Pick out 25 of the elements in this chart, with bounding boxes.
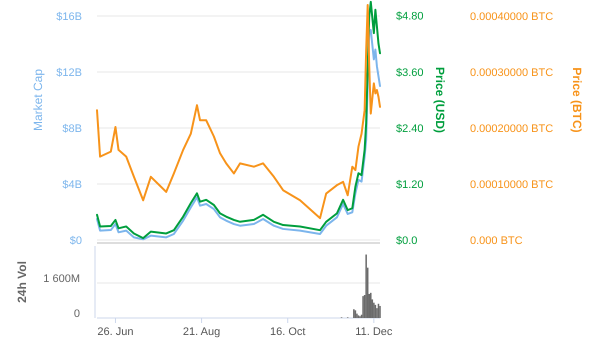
y3-tick-label: 0.000 BTC [470,234,523,247]
y2-tick-label: $2.40 [396,122,424,135]
y3-tick-label: 0.00040000 BTC [470,11,554,24]
y3-tick-label: 0.00020000 BTC [470,122,554,135]
y-tick-label: $8B [62,122,82,135]
y-tick-label: $0 [70,234,82,247]
x-tick-label: 16. Oct [270,326,306,338]
y2-axis-title: Price (USD) [432,66,447,134]
y-tick-label: $16B [56,10,82,23]
y2-tick-label: $4.80 [396,10,424,23]
x-tick-label: 26. Jun [97,326,134,338]
y-tick-label: $12B [56,66,82,79]
x-tick-label: 21. Aug [182,326,220,338]
y2-tick-label: $1.20 [396,178,424,191]
y2-tick-label: $0.0 [396,234,418,247]
x-tick-label: 11. Dec [355,326,393,338]
y-tick-label: 1 600M [43,272,80,285]
y3-tick-label: 0.00030000 BTC [470,67,554,80]
y-axis-title: 24h Vol [15,261,30,303]
y-tick-label: 0 [74,308,80,320]
y3-axis-title: Price (BTC) [570,67,584,133]
y-axis-title: Market Cap [31,68,46,132]
y2-tick-label: $3.60 [396,66,424,79]
y3-tick-label: 0.00010000 BTC [470,178,554,191]
y-tick-label: $4B [62,178,82,191]
